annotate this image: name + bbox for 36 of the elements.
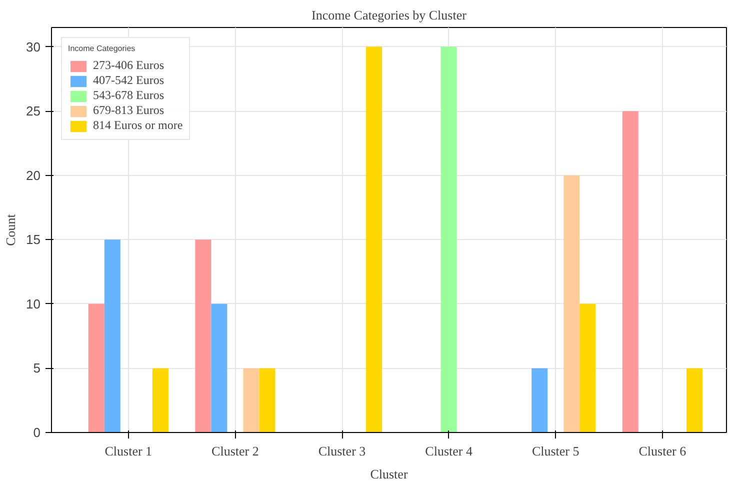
legend-title: Income Categories (68, 44, 136, 53)
bar (243, 368, 260, 432)
bar (622, 111, 638, 432)
y-tick-label: 30 (26, 39, 41, 54)
legend-label: 814 Euros or more (93, 118, 183, 133)
y-tick-label: 20 (26, 168, 41, 183)
x-tick-label: Cluster 2 (212, 444, 259, 458)
bar (580, 304, 596, 432)
x-tick-label: Cluster 1 (104, 444, 152, 458)
bar (532, 368, 548, 432)
bar (152, 368, 168, 432)
bar (195, 240, 212, 432)
legend-label: 273-406 Euros (93, 58, 164, 73)
bar (259, 368, 276, 432)
y-tick-label: 5 (33, 360, 41, 376)
bar (564, 175, 580, 432)
legend-label: 407-542 Euros (93, 73, 164, 88)
x-tick-label: Cluster 3 (318, 444, 366, 458)
bar (211, 304, 228, 432)
y-axis-title: Count (3, 214, 18, 246)
bar (366, 46, 382, 432)
bar (440, 46, 457, 432)
x-tick-label: Cluster 6 (638, 444, 687, 458)
legend-label: 543-678 Euros (93, 88, 164, 103)
bar (104, 240, 120, 432)
legend-label: 679-813 Euros (93, 103, 164, 118)
y-tick-label: 25 (26, 104, 41, 119)
bar (88, 304, 104, 432)
y-tick-label: 10 (26, 296, 41, 312)
y-tick-label: 15 (26, 232, 41, 248)
x-tick-label: Cluster 5 (532, 444, 580, 458)
y-tick-label: 0 (33, 425, 41, 440)
chart-title: Income Categories by Cluster (312, 8, 468, 22)
x-tick-label: Cluster 4 (425, 444, 473, 458)
bar (686, 368, 702, 432)
x-axis-title: Cluster (370, 466, 408, 482)
